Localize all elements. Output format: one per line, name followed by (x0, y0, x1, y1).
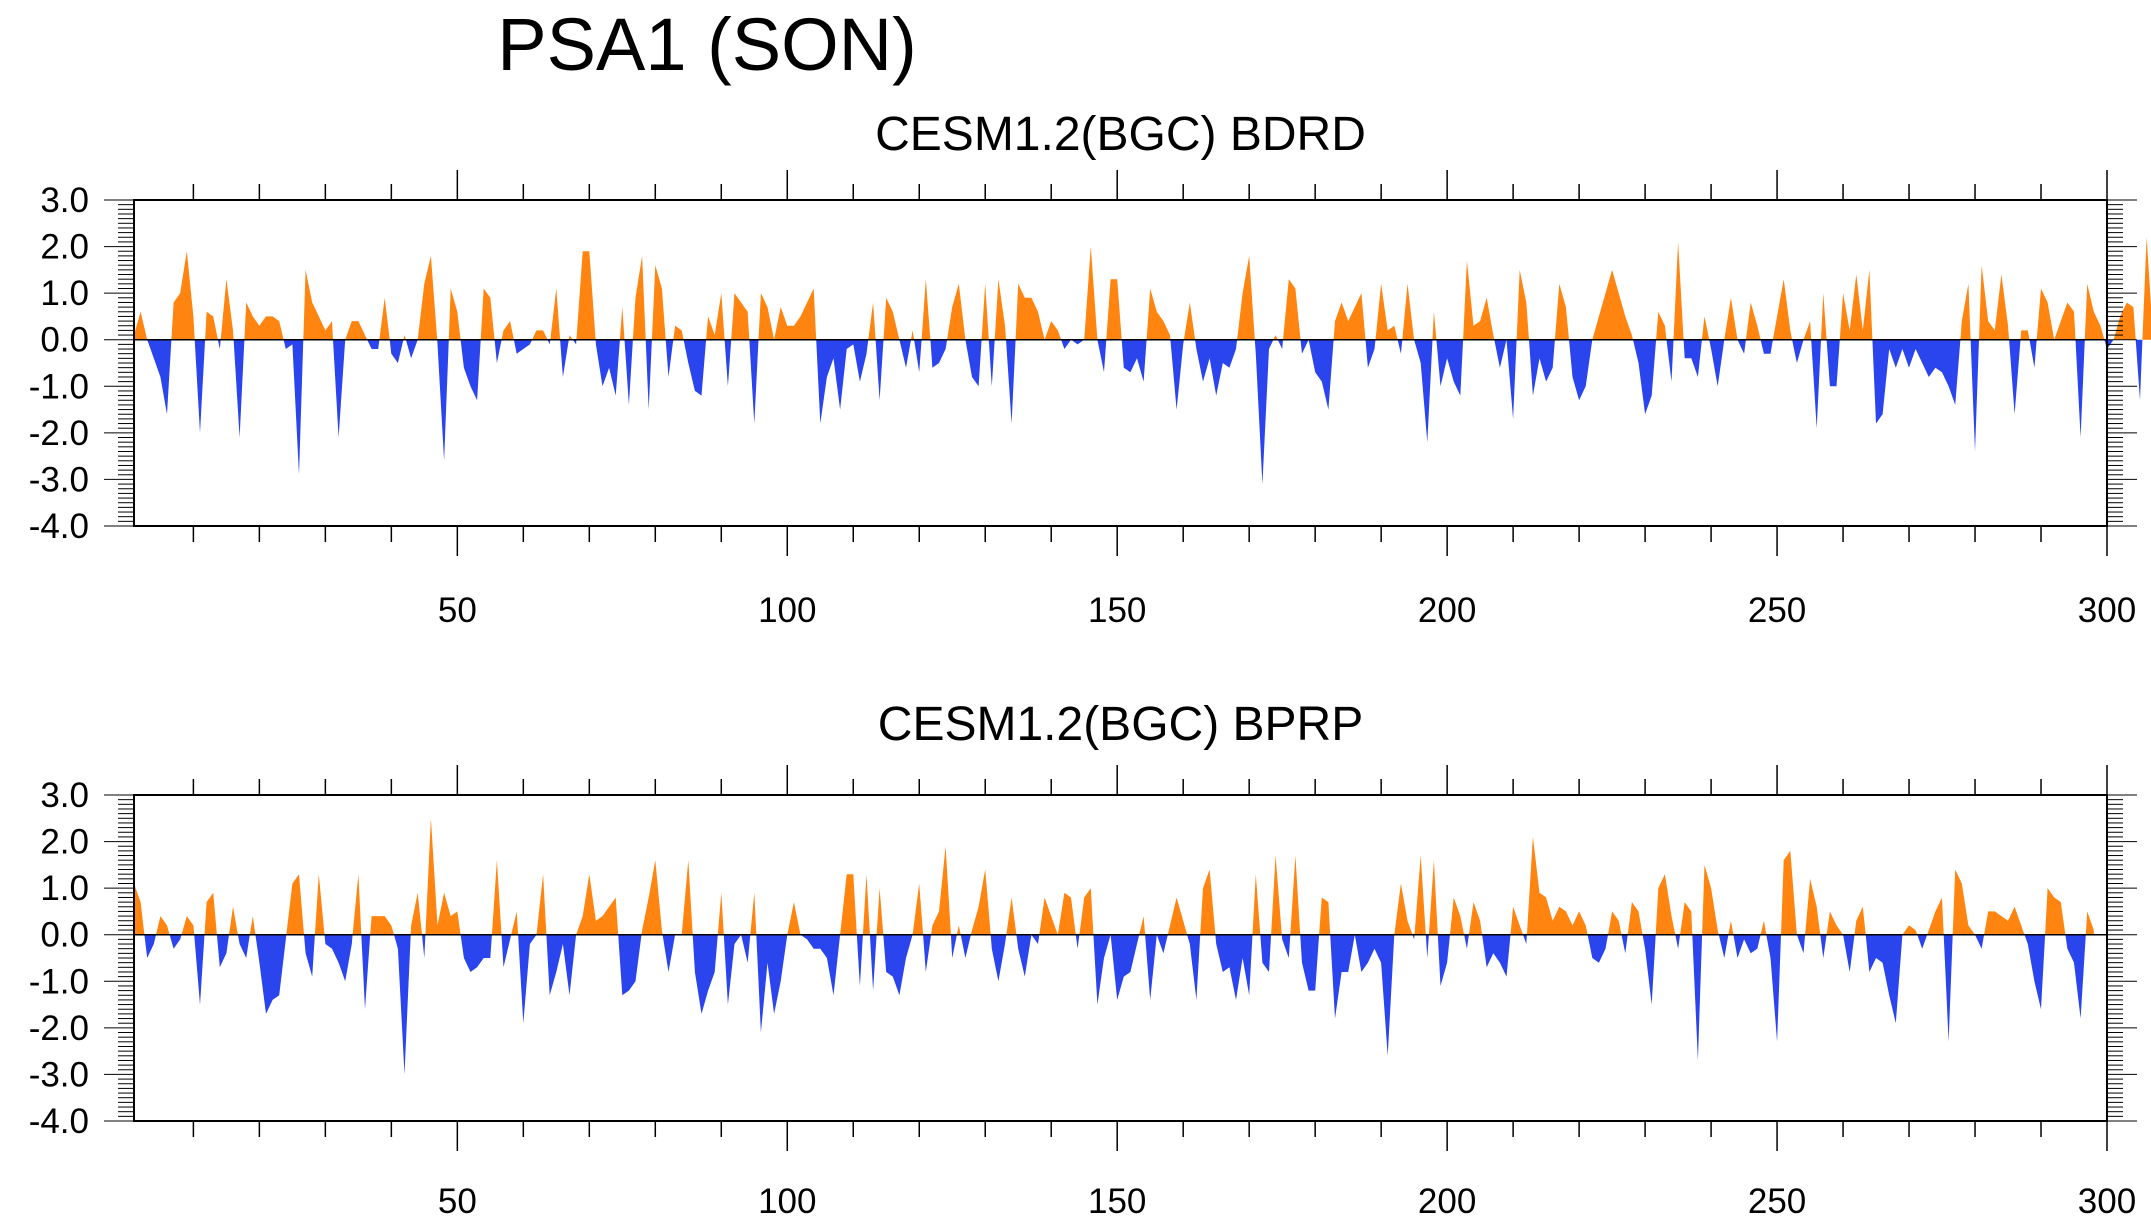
panel-title-bdrd: CESM1.2(BGC) BDRD (875, 108, 1366, 161)
x-tick-label: 200 (1418, 1182, 1476, 1221)
positive-area (134, 237, 2151, 340)
plot-frame (133, 199, 2108, 527)
y-tick-label: 2.0 (40, 823, 89, 862)
y-tick-label: 3.0 (40, 776, 89, 815)
y-tick-label: 0.0 (40, 321, 89, 360)
x-tick-label: 100 (758, 1182, 816, 1221)
y-tick-label: -3.0 (29, 1055, 89, 1094)
y-tick-label: 2.0 (40, 228, 89, 267)
negative-area (134, 339, 2151, 485)
y-tick-label: -2.0 (29, 1009, 89, 1048)
panel-title-bprp: CESM1.2(BGC) BPRP (878, 698, 1363, 751)
y-tick-label: -2.0 (29, 414, 89, 453)
x-tick-label: 200 (1418, 591, 1476, 630)
positive-area (134, 818, 2094, 935)
x-tick-label: 150 (1088, 591, 1146, 630)
x-tick-label: 250 (1748, 591, 1806, 630)
y-tick-label: -4.0 (29, 1102, 89, 1141)
negative-area (134, 934, 2094, 1075)
y-tick-label: 3.0 (40, 181, 89, 220)
panel-bdrd: CESM1.2(BGC) BDRD 50 100 150 200 250 300 3.0 2.… (29, 108, 2151, 630)
x-tick-label: 50 (438, 1182, 477, 1221)
y-tick-label: -3.0 (29, 460, 89, 499)
x-tick-label: 100 (758, 591, 816, 630)
x-tick-label: 250 (1748, 1182, 1806, 1221)
y-tick-label: -1.0 (29, 367, 89, 406)
y-tick-label: 0.0 (40, 916, 89, 955)
panel-bprp: CESM1.2(BGC) BPRP 50 100 150 200 250 300 3.0 2.… (29, 698, 2137, 1221)
y-tick-label: -4.0 (29, 507, 89, 546)
y-tick-label: 1.0 (40, 274, 89, 313)
x-tick-label: 150 (1088, 1182, 1146, 1221)
x-tick-label: 300 (2078, 1182, 2136, 1221)
y-tick-label: -1.0 (29, 962, 89, 1001)
x-tick-label: 50 (438, 591, 477, 630)
main-title: PSA1 (SON) (497, 3, 917, 86)
x-tick-label: 300 (2078, 591, 2136, 630)
y-tick-label: 1.0 (40, 869, 89, 908)
